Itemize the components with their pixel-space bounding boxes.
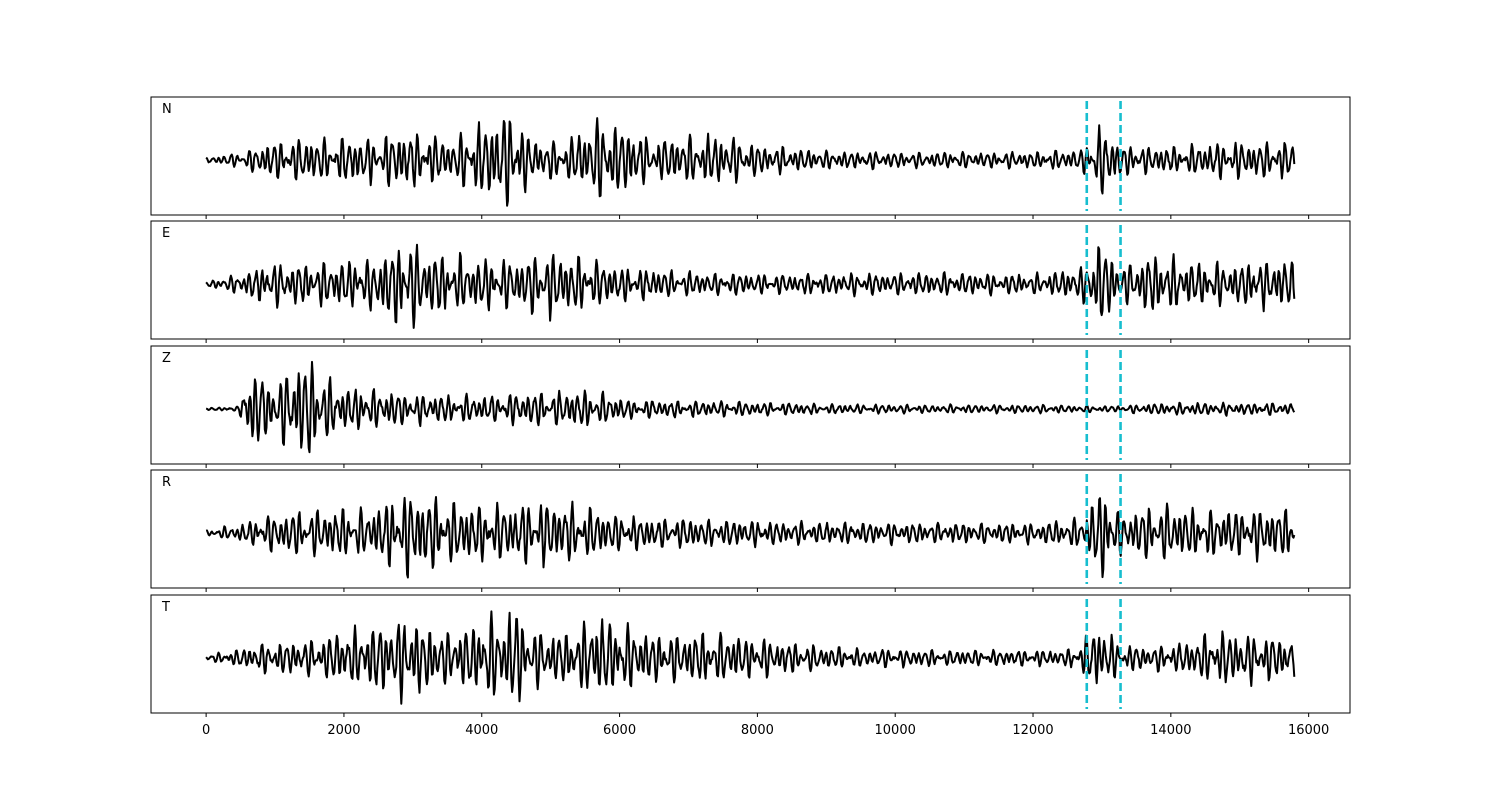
component-label: E [162, 226, 170, 241]
panel-frame-z [150, 345, 1351, 465]
x-tick-label: 14000 [1150, 723, 1191, 738]
panel-e: E [150, 220, 1351, 343]
component-label: N [162, 102, 172, 117]
panel-frame-e [150, 220, 1351, 340]
x-tick-label: 8000 [741, 723, 774, 738]
panel-t: T [150, 594, 1351, 717]
x-tick-label: 2000 [327, 723, 360, 738]
panel-frame-r [150, 469, 1351, 589]
x-tick-label: 0 [202, 723, 210, 738]
panel-n: N [150, 96, 1351, 219]
panel-frame-n [150, 96, 1351, 216]
waveform-z [205, 360, 1296, 454]
component-label: R [162, 475, 171, 490]
panel-frame-t [150, 594, 1351, 714]
x-axis: 0 2000 4000 6000 8000 10000 12000 14000 16000 [202, 723, 1329, 738]
x-tick-label: 10000 [875, 723, 916, 738]
waveform-r [205, 496, 1296, 579]
waveform-e [205, 243, 1296, 329]
panel-r: R [150, 469, 1351, 592]
component-label: Z [162, 351, 171, 366]
x-tick-label: 4000 [465, 723, 498, 738]
component-label: T [161, 600, 170, 615]
x-tick-label: 6000 [603, 723, 636, 738]
x-tick-label: 12000 [1012, 723, 1053, 738]
panels-layer: N E Z R T [150, 96, 1351, 717]
panel-z: Z [150, 345, 1351, 468]
waveform-n [205, 117, 1296, 207]
waveform-t [205, 610, 1296, 705]
x-tick-label: 16000 [1288, 723, 1329, 738]
